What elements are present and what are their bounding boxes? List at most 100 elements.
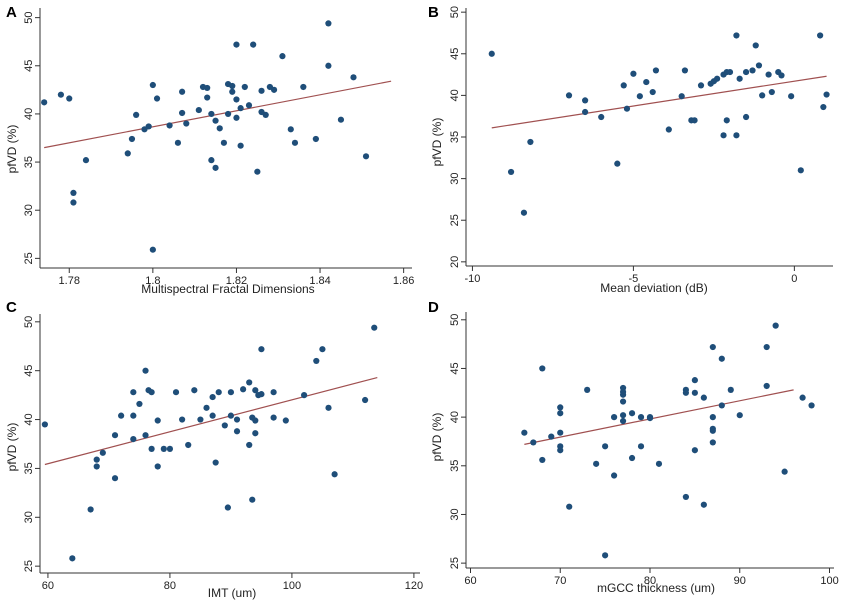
panel-c-data-point [197, 416, 204, 423]
panel-c-ylabel: pfVD (%) [5, 423, 19, 472]
panel-c-ytick-label: 25 [23, 560, 35, 572]
panel-d-data-point [709, 343, 716, 351]
panel-b-ylabel: pfVD (%) [430, 118, 444, 167]
panel-c-data-point [209, 393, 216, 401]
panel-b-data-point [643, 78, 650, 86]
panel-d-data-point [521, 429, 528, 436]
panel-b-data-point [759, 92, 766, 99]
panel-c-data-point [118, 412, 125, 419]
panel-a-ytick-label: 30 [23, 204, 35, 216]
panel-c-xlabel: IMT (um) [208, 586, 256, 600]
panel-d-xtick-label: 100 [820, 575, 838, 587]
panel-a-data-point [233, 96, 240, 103]
panel-a-data-point [208, 157, 215, 164]
panel-b-ytick-label: 20 [449, 256, 461, 268]
panel-b-data-point [742, 113, 750, 121]
panel-a-data-point [153, 95, 161, 102]
panel-b-xtick-label: 0 [791, 273, 797, 285]
panel-a-xtick-label: 1.84 [309, 275, 330, 287]
panel-c-data-point [209, 412, 216, 419]
panel-b-data-point [720, 132, 727, 139]
panel-b-ytick-label: 30 [449, 172, 461, 184]
panel-a-data-point [183, 120, 190, 127]
panel-b-data-point [817, 32, 824, 39]
panel-d-fit-line [524, 389, 794, 445]
panel-a-data-point [300, 83, 307, 91]
panel-c-data-point [166, 445, 174, 452]
panel-a-data-point [179, 109, 186, 117]
panel-a-xtick-label: 1.82 [226, 275, 247, 287]
panel-b-data-point [749, 67, 756, 74]
panel-d-data-point [763, 343, 770, 351]
panel-d-data-point [709, 425, 716, 432]
panel-d-data-point [799, 394, 806, 401]
panel-d-data-point [691, 389, 698, 396]
panel-d-data-point [610, 472, 618, 479]
panel-d-xtick-label: 80 [644, 575, 656, 587]
panel-d-data-point [700, 501, 707, 508]
panel-a-data-point [312, 135, 319, 143]
panel-b-data-point [527, 138, 534, 146]
panel-a-ytick-label: 25 [23, 252, 35, 264]
panel-d-data-point [709, 439, 716, 446]
panel-b-data-point [752, 42, 759, 49]
panel-d-data-point [772, 322, 779, 329]
panel-c-xtick-label: 100 [283, 580, 301, 592]
panel-a-data-point [241, 83, 248, 91]
panel-d-data-point [566, 503, 573, 510]
panel-a-letter: A [6, 4, 17, 21]
panel-c-ytick-label: 45 [23, 365, 35, 377]
panel-d-ytick-label: 35 [449, 460, 461, 472]
panel-c: C IMT (um) pfVD (%) 60 80 100 120 25 30 35 40 45… [5, 299, 423, 600]
panel-c-data-point [160, 445, 167, 452]
panel-a-data-point [262, 111, 269, 118]
panel-c-data-point [319, 346, 326, 353]
panel-d-letter: D [428, 299, 439, 316]
panel-a-data-point [208, 110, 215, 118]
panel-d-data-point [781, 468, 788, 475]
panel-b-data-point [691, 117, 698, 124]
panel-d-data-point [763, 382, 770, 390]
panel-a-data-point [224, 110, 232, 118]
panel-a-data-point [233, 114, 240, 121]
panel-d-data-point [637, 443, 645, 450]
panel-c-data-point [221, 422, 228, 429]
panel-a-data-point [229, 88, 236, 95]
panel-d-ytick-label: 45 [449, 362, 461, 374]
panel-a-data-point [57, 91, 64, 98]
panel-c-data-point [99, 449, 106, 456]
panel-b-data-point [733, 32, 740, 39]
panel-d-data-point [557, 447, 564, 454]
panel-c-ytick-label: 30 [23, 511, 35, 523]
panel-b-data-point [714, 75, 721, 82]
panel-c-data-point [233, 428, 241, 435]
panel-b-data-point [665, 126, 672, 133]
panel-b-data-point [820, 103, 827, 111]
panel-a-data-point [66, 95, 73, 102]
panel-a-data-point [82, 157, 90, 164]
panel-a-data-point [212, 117, 219, 124]
panel-c-letter: C [6, 299, 17, 316]
panel-a-data-point [174, 139, 182, 146]
panel-c-data-point [325, 404, 332, 411]
panel-a-data-point [220, 139, 228, 146]
panel-c-data-point [362, 396, 369, 404]
panel-c-fit-line [44, 376, 378, 466]
panel-b-xlabel: Mean deviation (dB) [600, 281, 707, 295]
panel-c-data-point [148, 389, 155, 396]
panel-b-data-point [565, 92, 573, 99]
panel-c-data-point [154, 417, 161, 424]
panel-a-data-point [325, 20, 332, 27]
panel-b-data-point [723, 117, 730, 124]
panel-b-data-point [736, 75, 743, 82]
panel-b-data-point [697, 82, 705, 89]
panel-c-data-point [240, 386, 247, 393]
panel-c-data-point [224, 504, 231, 511]
panel-c-data-point [227, 389, 235, 396]
panel-c-data-point [301, 392, 308, 399]
panel-a-data-point [124, 150, 131, 157]
panel-b-data-point [768, 88, 775, 96]
panel-b-xtick-label: -5 [629, 273, 639, 285]
panel-a-ytick-label: 40 [23, 108, 35, 120]
panel-a-data-point [212, 164, 219, 171]
